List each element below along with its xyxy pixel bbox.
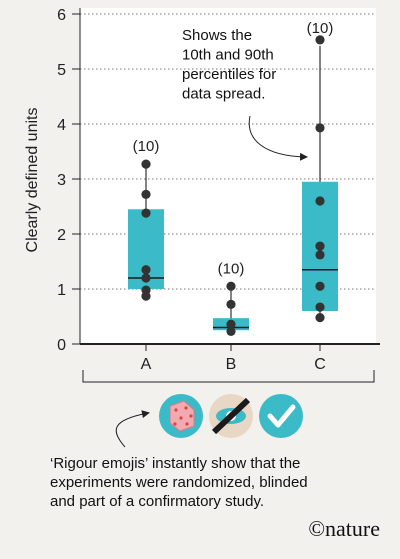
blinded-eye-icon xyxy=(209,394,253,438)
percentile-annotation: Shows the 10th and 90th percentiles for dat… xyxy=(182,27,308,161)
data-point xyxy=(315,123,325,133)
y-tick-label: 2 xyxy=(57,227,66,244)
dice-pip xyxy=(174,408,178,412)
data-point xyxy=(141,208,151,218)
annotation-line: data spread. xyxy=(182,86,265,103)
caption-line: experiments were randomized, blinded xyxy=(50,474,308,491)
bracket-line xyxy=(82,370,375,383)
data-point xyxy=(315,313,325,323)
data-point xyxy=(315,281,325,291)
annotation-line: percentiles for xyxy=(182,66,276,83)
data-point xyxy=(141,265,151,275)
y-tick-label: 1 xyxy=(57,282,66,299)
dice-pip xyxy=(189,414,193,418)
dice-pip xyxy=(173,422,177,426)
annotation-line: 10th and 90th xyxy=(182,47,274,64)
checkmark-icon xyxy=(259,394,303,438)
data-point xyxy=(226,281,236,291)
dice-icon xyxy=(159,394,203,438)
blind-bar xyxy=(211,397,251,435)
data-point xyxy=(315,241,325,251)
y-tick-label: 5 xyxy=(57,62,66,79)
data-point xyxy=(141,159,151,169)
data-point xyxy=(141,273,151,283)
data-point xyxy=(226,299,236,309)
data-point xyxy=(315,250,325,260)
count-label: (10) xyxy=(307,20,334,37)
data-point xyxy=(315,302,325,312)
caption-line: ‘Rigour emojis’ instantly show that the xyxy=(50,455,301,472)
boxes: (10) A (10) B (10) C xyxy=(128,20,338,373)
dice-pip xyxy=(185,422,189,426)
y-axis: 0 1 2 3 4 5 6 xyxy=(57,7,380,354)
data-point xyxy=(315,35,325,45)
y-tick-label: 3 xyxy=(57,172,66,189)
nature-logo: ©nature xyxy=(308,516,380,541)
group-bracket xyxy=(82,370,375,383)
annotation-arrow xyxy=(248,115,308,161)
y-tick-label: 0 xyxy=(57,337,66,354)
rigour-emojis xyxy=(159,394,303,438)
x-tick-label: A xyxy=(141,356,152,373)
data-point xyxy=(226,326,236,336)
y-tick-label: 4 xyxy=(57,117,66,134)
dice-pip xyxy=(179,416,183,420)
check-mark xyxy=(267,404,296,428)
y-tick-label: 6 xyxy=(57,7,66,24)
annotation-line: Shows the xyxy=(182,27,252,44)
caption: ‘Rigour emojis’ instantly show that the … xyxy=(50,454,385,511)
data-point xyxy=(315,196,325,206)
check-icon-bg xyxy=(259,394,303,438)
caption-line: and part of a confirmatory study. xyxy=(50,493,264,510)
count-label: (10) xyxy=(218,260,245,277)
box-group-b: (10) B xyxy=(213,260,249,373)
data-point xyxy=(141,285,151,295)
data-point xyxy=(226,319,236,329)
caption-arrow xyxy=(115,410,150,448)
box-group-c: (10) C xyxy=(302,20,338,373)
x-tick-label: B xyxy=(226,356,237,373)
y-axis-title: Clearly defined units xyxy=(24,108,41,253)
dice-pip xyxy=(184,406,188,410)
data-point xyxy=(141,189,151,199)
x-tick-label: C xyxy=(314,356,326,373)
count-label: (10) xyxy=(133,138,160,155)
box-group-a: (10) A xyxy=(128,138,164,373)
